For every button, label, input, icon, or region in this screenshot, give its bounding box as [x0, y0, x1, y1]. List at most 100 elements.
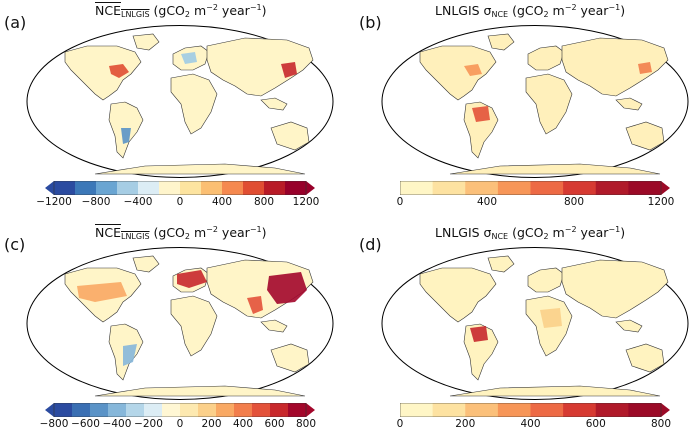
region-usa: [77, 282, 127, 302]
colorbar-segment: [159, 181, 181, 195]
landmass-australia: [270, 121, 310, 151]
panel-c: (c) NCELNLGIS (gCO2 m−2 year−1) −800 −600…: [0, 222, 340, 432]
colorbar-tick-label: −400: [123, 196, 153, 208]
landmass-europe: [527, 45, 565, 71]
colorbar-segment: [530, 403, 564, 417]
landmass-antarctica: [449, 163, 661, 175]
colorbar-segment: [400, 181, 434, 195]
colorbar: [45, 181, 315, 195]
landmass-northAmerica: [419, 45, 497, 101]
region-africa: [540, 308, 562, 328]
colorbar-tick-label: 400: [232, 418, 254, 430]
colorbar-segment: [90, 403, 109, 417]
colorbar-min-arrow: [45, 403, 54, 417]
colorbar-tick-label: 400: [476, 196, 498, 208]
colorbar-segment: [530, 181, 564, 195]
colorbar-segment: [252, 403, 271, 417]
colorbar-tick-label: 800: [253, 196, 275, 208]
colorbar-tick-label: −200: [134, 418, 163, 430]
colorbar-segment: [288, 403, 307, 417]
colorbar-segment: [270, 403, 289, 417]
colorbar-frame: [53, 403, 307, 417]
colorbar-tick-label: 200: [201, 418, 222, 430]
landmass-seAsia: [260, 97, 288, 111]
colorbar-frame: [400, 403, 662, 417]
landmass-antarctica: [94, 385, 306, 397]
colorbar-segment: [497, 403, 531, 417]
landmass-australia: [270, 343, 310, 373]
colorbar-tick-label: 400: [211, 196, 233, 208]
landmass-northAmerica: [64, 45, 142, 101]
landmass-asia: [561, 37, 669, 97]
colorbar-segment: [628, 403, 662, 417]
colorbar-tick-label: 800: [650, 418, 672, 430]
region-europe: [177, 270, 207, 288]
colorbar-segment: [432, 181, 466, 195]
panel-label: (d): [359, 235, 382, 254]
region-china: [267, 272, 307, 304]
colorbar-segment: [400, 403, 434, 417]
colorbar-tick-label: 600: [585, 418, 606, 430]
landmass-europe: [527, 267, 565, 293]
landmass-seAsia: [615, 319, 643, 333]
colorbar-segment: [264, 181, 286, 195]
colorbar-segment: [465, 403, 499, 417]
colorbar-tick-label: 600: [264, 418, 285, 430]
colorbar-max-arrow: [661, 403, 670, 417]
landmass-africa: [525, 73, 573, 135]
landmass-asia: [206, 37, 314, 97]
panel-d: (d) LNLGIS σNCE (gCO2 m−2 year−1) 0 200 40…: [355, 222, 695, 432]
world-map: [26, 25, 334, 178]
colorbar-segment: [201, 181, 223, 195]
colorbar-segment: [198, 403, 217, 417]
colorbar-min-arrow: [45, 181, 54, 195]
colorbar-tick-label: −800: [81, 196, 111, 208]
panel-label: (c): [4, 235, 26, 254]
colorbar-segment: [563, 403, 597, 417]
landmass-seAsia: [260, 319, 288, 333]
landmass-africa: [170, 73, 218, 135]
colorbar-tick-label: 0: [176, 418, 184, 430]
region-amazon: [472, 106, 490, 122]
colorbar-max-arrow: [306, 403, 315, 417]
colorbar-segment: [126, 403, 145, 417]
colorbar-segment: [144, 403, 163, 417]
colorbar-segment: [162, 403, 181, 417]
colorbar-tick-label: 1200: [647, 196, 675, 208]
panel-label: (a): [4, 13, 27, 32]
landmass-seAsia: [615, 97, 643, 111]
colorbar-tick-label: −400: [102, 418, 132, 430]
colorbar: [45, 403, 315, 417]
colorbar-segment: [432, 403, 466, 417]
colorbar: [400, 403, 670, 417]
region-europe: [181, 52, 197, 64]
panel-b: (b) LNLGIS σNCE (gCO2 m−2 year−1) 0 400 80…: [355, 0, 695, 210]
colorbar-segment: [222, 181, 244, 195]
colorbar-segment: [595, 181, 629, 195]
colorbar-segment: [117, 181, 139, 195]
landmass-antarctica: [94, 163, 306, 175]
region-amazon: [470, 326, 488, 342]
world-map: [381, 247, 689, 400]
colorbar-tick-label: −1200: [36, 196, 72, 208]
colorbar-segment: [75, 181, 97, 195]
landmass-greenland: [487, 255, 515, 273]
colorbar-ticks: −800 −600 −400 −200 0 200 400 600 800: [40, 418, 316, 432]
colorbar-segment: [96, 181, 118, 195]
colorbar-segment: [216, 403, 235, 417]
colorbar-ticks: 0 400 800 1200: [397, 196, 675, 210]
colorbar-segment: [108, 403, 127, 417]
colorbar-tick-label: 1200: [292, 196, 320, 208]
colorbar-segment: [465, 181, 499, 195]
colorbar-segment: [180, 181, 202, 195]
world-map: [381, 25, 689, 178]
region-southAmericaBlue: [121, 128, 131, 144]
title-nce: NCELNLGIS: [95, 3, 150, 19]
panel-title: LNLGIS σNCE (gCO2 m−2 year−1): [435, 225, 626, 241]
colorbar-tick-label: −600: [71, 418, 100, 430]
landmass-greenland: [487, 33, 515, 51]
colorbar-segment: [72, 403, 91, 417]
colorbar-tick-label: −800: [39, 418, 69, 430]
panel-title: NCELNLGIS (gCO2 m−2 year−1): [95, 3, 267, 19]
region-southAmericaBlue: [123, 344, 137, 366]
